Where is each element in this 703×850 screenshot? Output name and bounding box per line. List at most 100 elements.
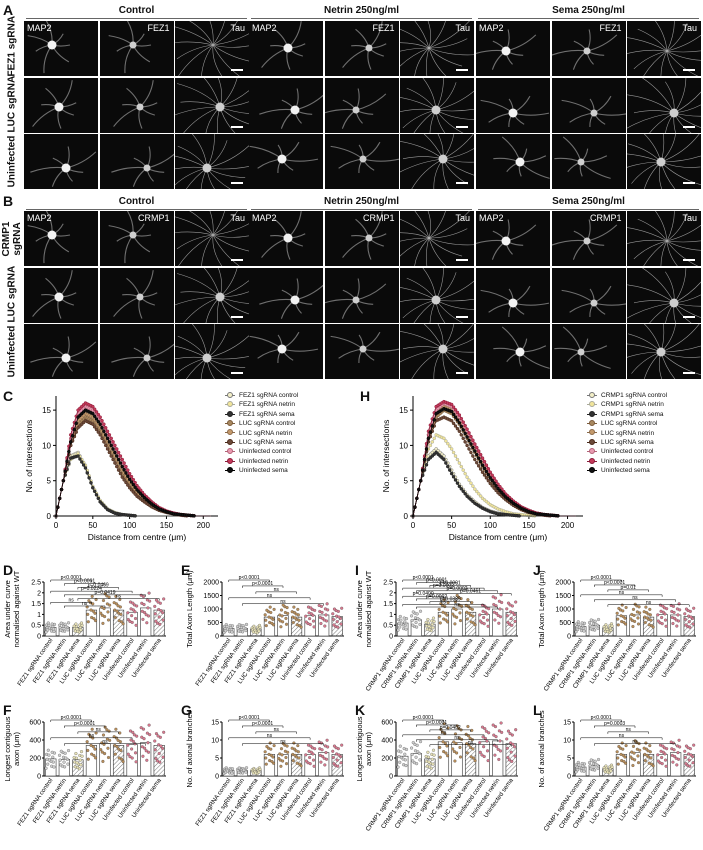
data-point xyxy=(237,770,241,774)
data-point xyxy=(311,619,316,623)
condition-underline xyxy=(26,18,247,19)
data-point xyxy=(118,605,122,609)
scale-bar xyxy=(231,315,243,318)
data-point xyxy=(324,619,329,623)
data-point xyxy=(648,613,652,617)
significance-bracket: p<0.0001 xyxy=(402,575,444,582)
significance-bracket: ns xyxy=(416,602,498,609)
data-point xyxy=(336,764,340,768)
micrograph-tile: FEZ1 xyxy=(324,21,399,76)
data-point xyxy=(59,749,63,753)
data-point xyxy=(107,595,111,599)
y-tick-label: 10 xyxy=(563,738,571,745)
neuron-image xyxy=(249,141,319,174)
data-point xyxy=(449,447,454,451)
data-point xyxy=(480,456,485,460)
data-point xyxy=(141,754,145,758)
y-tick-label: 15 xyxy=(211,720,219,727)
significance-label: ns xyxy=(89,733,95,739)
y-tick-label: 2.5 xyxy=(383,580,393,587)
data-point xyxy=(162,597,166,601)
data-point xyxy=(453,622,457,626)
legend-h: CRMP1 sgRNA control CRMP1 sgRNA netrin CRM… xyxy=(587,391,667,476)
significance-bracket: ns xyxy=(429,740,512,747)
bar xyxy=(478,741,490,777)
data-point xyxy=(74,752,78,756)
neuron-image xyxy=(551,29,617,70)
data-point xyxy=(432,753,436,757)
y-axis-label: Area under curve xyxy=(355,580,364,638)
data-point xyxy=(111,440,115,444)
data-point xyxy=(63,469,67,473)
data-point xyxy=(510,733,514,737)
data-point xyxy=(498,607,502,611)
data-point xyxy=(79,750,84,754)
micrograph-tile xyxy=(627,267,701,323)
data-point xyxy=(660,615,664,620)
data-point xyxy=(399,750,403,754)
data-point xyxy=(671,604,676,608)
data-point xyxy=(74,430,78,434)
micrograph-tile xyxy=(175,134,249,189)
scale-bar xyxy=(456,259,468,261)
micrograph-tile xyxy=(476,267,550,323)
data-point xyxy=(297,618,301,622)
data-point xyxy=(576,620,580,624)
data-point xyxy=(459,416,464,421)
condition-title: Sema 250ng/ml xyxy=(552,5,625,16)
data-point xyxy=(509,741,513,745)
significance-label: ns xyxy=(441,599,447,605)
y-axis-label: axon (μm) xyxy=(364,732,373,766)
y-axis-label: No. of intersections xyxy=(381,420,391,493)
x-tick-label: 100 xyxy=(123,521,137,530)
data-point xyxy=(683,617,687,621)
data-point xyxy=(332,607,337,611)
x-tick-label: 150 xyxy=(160,521,174,530)
data-point xyxy=(621,615,625,619)
data-point xyxy=(161,755,165,759)
data-point xyxy=(272,744,276,748)
data-point xyxy=(498,488,502,493)
data-point xyxy=(279,625,283,629)
data-point xyxy=(309,744,313,748)
significance-label: ns xyxy=(116,594,122,600)
micrograph-tile: MAP2 xyxy=(24,21,98,76)
data-point xyxy=(257,770,261,774)
data-point xyxy=(582,621,587,625)
neuron-image xyxy=(561,285,626,317)
data-point xyxy=(411,514,415,518)
significance-bracket: ns xyxy=(242,599,324,606)
legend-text: CRMP1 sgRNA netrin xyxy=(601,401,664,409)
data-point xyxy=(485,749,490,753)
legend-text: Uninfected netrin xyxy=(601,457,651,465)
data-point xyxy=(313,608,317,612)
row-label: LUC sgRNA xyxy=(6,265,18,323)
data-point xyxy=(428,443,433,448)
data-point xyxy=(574,770,578,774)
legend-text: LUC sgRNA sema xyxy=(601,439,654,447)
micrograph-tile: Tau xyxy=(175,21,249,76)
data-point xyxy=(146,614,151,618)
data-point xyxy=(661,604,665,608)
significance-label: p<0.0001 xyxy=(252,581,273,587)
data-point xyxy=(463,431,467,436)
data-point xyxy=(308,762,312,766)
y-tick-label: 1 xyxy=(389,612,393,619)
significance-bracket: p=0.0419 xyxy=(64,590,146,597)
data-point xyxy=(308,622,312,626)
data-point xyxy=(63,629,67,633)
neuron-image xyxy=(175,324,249,379)
data-point xyxy=(143,611,147,615)
data-point xyxy=(476,456,481,460)
data-point xyxy=(609,769,613,773)
data-point xyxy=(633,602,637,606)
legend-swatch xyxy=(587,391,597,398)
y-tick-label: 1500 xyxy=(203,593,219,600)
y-tick-label: 2 xyxy=(37,590,41,597)
x-tick-label: 0 xyxy=(54,521,59,530)
data-point xyxy=(422,457,427,462)
significance-label: p=0.0461 xyxy=(460,589,481,595)
significance-label: p=0.0402 xyxy=(440,725,461,731)
